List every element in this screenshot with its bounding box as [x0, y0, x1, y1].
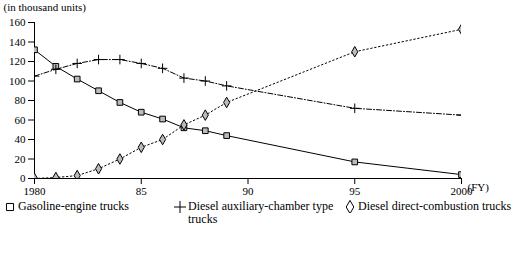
svg-text:0: 0: [20, 172, 26, 184]
svg-text:95: 95: [349, 185, 361, 197]
html-text:Diesel auxiliary-chamber type: Diesel auxiliary-chamber type trucks: [188, 199, 334, 226]
svg-text:1980: 1980: [24, 185, 47, 197]
svg-text:120: 120: [9, 55, 26, 67]
html-text:Diesel direct-combustion truck: Diesel direct-combustion trucks: [358, 199, 512, 213]
html-text:Gasoline-engine trucks: Gasoline-engine trucks: [18, 199, 129, 213]
svg-text:(in thousand units): (in thousand units): [4, 1, 87, 14]
svg-text:100: 100: [9, 75, 26, 87]
svg-text:60: 60: [15, 114, 27, 126]
svg-text:20: 20: [15, 153, 27, 165]
svg-text:90: 90: [243, 185, 255, 197]
svg-text:2000: 2000: [450, 185, 473, 198]
svg-text:40: 40: [15, 133, 27, 145]
svg-text:(FY): (FY): [468, 181, 490, 194]
svg-text:160: 160: [9, 16, 26, 28]
svg-text:80: 80: [15, 94, 27, 106]
svg-text:140: 140: [9, 36, 26, 48]
svg-text:85: 85: [136, 185, 148, 197]
